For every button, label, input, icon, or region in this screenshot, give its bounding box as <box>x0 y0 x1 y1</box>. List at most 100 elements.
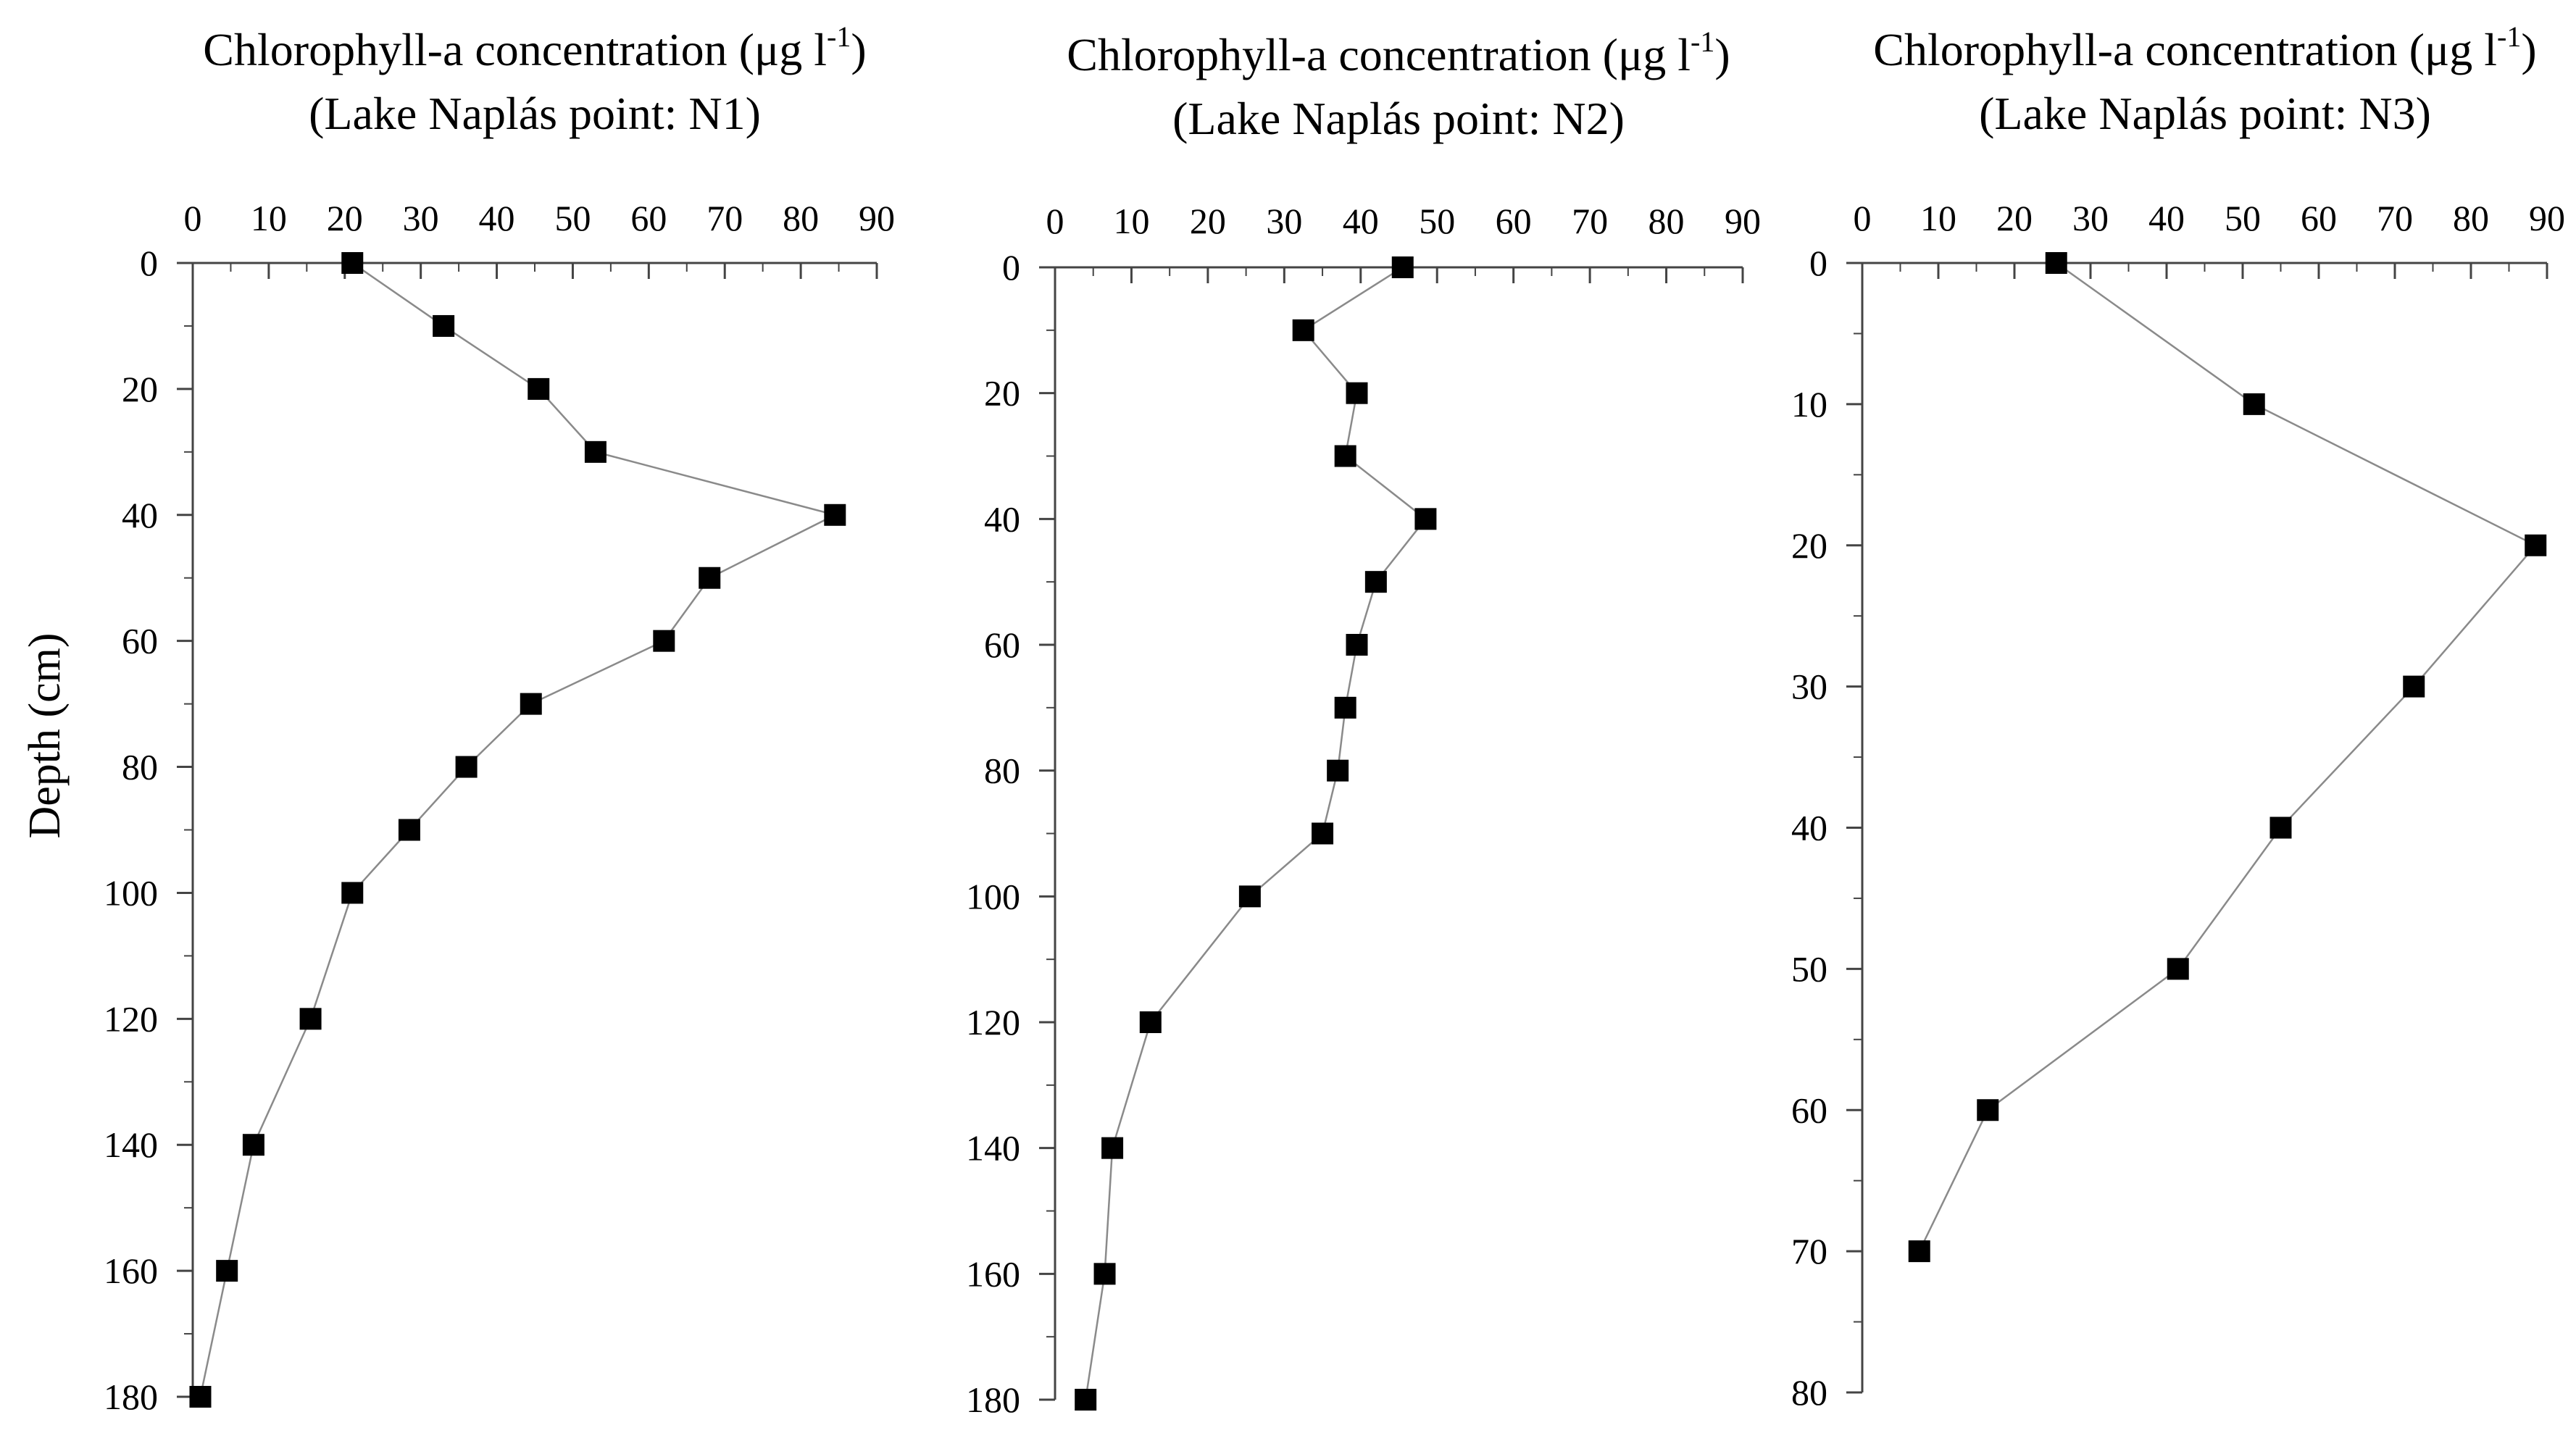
data-point-N3 <box>1977 1099 1999 1121</box>
x-tick-label: 0 <box>1046 201 1064 241</box>
x-tick-label: 50 <box>1419 201 1455 241</box>
data-point-N1 <box>520 693 542 715</box>
y-tick-label: 120 <box>966 1002 1020 1043</box>
y-tick-label: 80 <box>984 751 1020 791</box>
data-point-N1 <box>455 756 478 778</box>
data-point-N1 <box>653 630 675 652</box>
y-tick-label: 120 <box>104 998 158 1039</box>
x-tick-label: 90 <box>1725 201 1761 241</box>
y-tick-label: 10 <box>1791 384 1827 425</box>
data-point-N1 <box>584 440 607 463</box>
series-line-N1 <box>199 262 838 1398</box>
y-tick-label: 100 <box>104 872 158 913</box>
y-tick-label: 0 <box>140 243 158 283</box>
x-tick-label: 10 <box>1113 201 1149 241</box>
data-point-N3 <box>2167 958 2189 980</box>
data-point-N2 <box>1364 571 1387 593</box>
x-tick-label: 20 <box>1190 201 1226 241</box>
data-point-N2 <box>1334 445 1356 467</box>
data-point-N2 <box>1334 696 1356 719</box>
panel-3: Chlorophyll-a concentration (μg l-1) (Lak… <box>1791 20 2565 1413</box>
data-point-N1 <box>699 567 721 589</box>
y-tick-label: 100 <box>966 876 1020 916</box>
data-point-N2 <box>1093 1263 1116 1285</box>
data-point-N2 <box>1414 508 1437 530</box>
data-point-N2 <box>1075 1389 1097 1411</box>
x-tick-label: 40 <box>1343 201 1379 241</box>
data-point-N1 <box>528 377 550 400</box>
y-tick-label: 140 <box>966 1128 1020 1169</box>
x-tick-label: 60 <box>1496 201 1532 241</box>
x-tick-label: 30 <box>1266 201 1302 241</box>
x-tick-label: 70 <box>1572 201 1608 241</box>
data-point-N2 <box>1391 256 1414 278</box>
y-tick-label: 0 <box>1809 243 1827 283</box>
x-tick-label: 10 <box>251 198 287 238</box>
series-line-N2 <box>1084 266 1427 1400</box>
x-tick-label: 80 <box>1648 201 1685 241</box>
x-tick-label: 80 <box>2453 198 2489 238</box>
x-tick-label: 60 <box>630 198 667 238</box>
y-tick-label: 60 <box>122 621 158 661</box>
data-point-N1 <box>299 1008 322 1030</box>
chart-title-line1: Chlorophyll-a concentration (μg l-1) <box>1067 25 1730 80</box>
y-tick-label: 70 <box>1791 1231 1827 1271</box>
chart-title-line2: (Lake Naplás point: N1) <box>309 88 761 139</box>
y-tick-label: 180 <box>104 1376 158 1417</box>
y-tick-label: 50 <box>1791 948 1827 989</box>
chart-title-line2: (Lake Naplás point: N2) <box>1172 93 1625 144</box>
x-tick-label: 0 <box>184 198 202 238</box>
y-tick-label: 160 <box>966 1253 1020 1294</box>
x-tick-label: 50 <box>2225 198 2261 238</box>
x-tick-label: 20 <box>1996 198 2033 238</box>
panel-2: Chlorophyll-a concentration (μg l-1) (Lak… <box>966 25 1761 1420</box>
y-tick-label: 0 <box>1002 247 1020 288</box>
series-line-N3 <box>1918 262 2538 1252</box>
data-point-N2 <box>1238 885 1261 908</box>
data-point-N2 <box>1346 382 1368 404</box>
x-tick-label: 70 <box>706 198 743 238</box>
x-tick-label: 60 <box>2301 198 2337 238</box>
y-tick-label: 20 <box>1791 525 1827 566</box>
data-point-N1 <box>189 1386 212 1408</box>
y-tick-label: 180 <box>966 1379 1020 1420</box>
x-tick-label: 30 <box>403 198 439 238</box>
y-tick-label: 80 <box>122 747 158 787</box>
y-tick-label: 40 <box>984 498 1020 539</box>
data-point-N1 <box>398 819 420 841</box>
data-point-N3 <box>1908 1240 1930 1263</box>
data-point-N1 <box>341 882 364 904</box>
x-tick-label: 80 <box>783 198 819 238</box>
y-tick-label: 140 <box>104 1124 158 1165</box>
x-tick-label: 50 <box>554 198 591 238</box>
y-tick-label: 60 <box>1791 1090 1827 1130</box>
x-tick-label: 20 <box>327 198 363 238</box>
panel-1: Chlorophyll-a concentration (μg l-1) (Lak… <box>20 20 895 1417</box>
data-point-N3 <box>2045 252 2067 274</box>
x-tick-label: 40 <box>2148 198 2185 238</box>
x-tick-label: 90 <box>859 198 895 238</box>
y-tick-label: 80 <box>1791 1372 1827 1413</box>
data-point-N2 <box>1346 634 1368 656</box>
y-tick-label: 20 <box>122 369 158 409</box>
x-tick-label: 70 <box>2377 198 2413 238</box>
y-tick-label: 160 <box>104 1250 158 1291</box>
chart-title-line1: Chlorophyll-a concentration (μg l-1) <box>203 20 866 75</box>
y-tick-label: 40 <box>122 495 158 535</box>
data-point-N2 <box>1312 822 1334 845</box>
x-tick-label: 10 <box>1920 198 1956 238</box>
x-tick-label: 0 <box>1854 198 1872 238</box>
data-point-N1 <box>242 1134 264 1156</box>
data-point-N1 <box>433 314 455 337</box>
x-tick-label: 40 <box>479 198 515 238</box>
y-tick-label: 60 <box>984 624 1020 665</box>
data-point-N3 <box>2403 675 2425 698</box>
y-tick-label: 40 <box>1791 808 1827 848</box>
chart-title-line2: (Lake Naplás point: N3) <box>1979 88 2431 139</box>
x-tick-label: 30 <box>2072 198 2109 238</box>
data-point-N1 <box>216 1260 238 1282</box>
data-point-N2 <box>1139 1011 1162 1033</box>
data-point-N2 <box>1101 1137 1124 1159</box>
data-point-N3 <box>2243 393 2265 415</box>
data-point-N3 <box>2525 534 2547 556</box>
